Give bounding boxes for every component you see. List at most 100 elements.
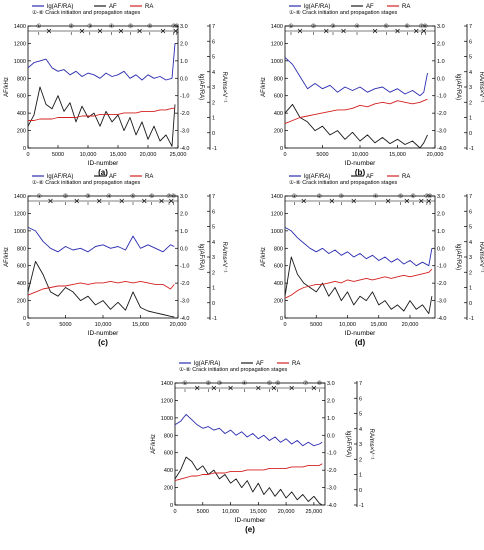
y-right-tick-label: 3 <box>469 85 472 91</box>
y-left-axis-title: AF/kHz <box>151 434 157 454</box>
stage-marker: ② <box>311 23 316 30</box>
x-tick-label: 20,000 <box>170 322 187 328</box>
stage-boundary-mark <box>351 198 356 204</box>
stage-marker: ⑦ <box>419 23 424 30</box>
stage-boundary-mark <box>329 198 335 204</box>
x-tick-label: 5000 <box>52 152 64 158</box>
legend-entry: AF <box>109 174 117 180</box>
y-left-tick-label: 200 <box>17 299 26 305</box>
x-tick-label: 20,000 <box>140 152 157 158</box>
panel-e: 0 5000 10,000 15,000 20,000 25,000 ID-number 0 2… <box>151 361 374 534</box>
stage-marker: ⑧ <box>317 380 322 387</box>
legend-entry: RA <box>145 4 153 10</box>
x-axis-title: ID-number <box>235 517 267 524</box>
y-right-tick-label: 4 <box>469 70 472 76</box>
y-right-tick-label: 4 <box>212 240 215 246</box>
x-axis-title: ID-number <box>88 330 120 337</box>
y-left-tick-label: 1200 <box>161 398 173 404</box>
y-mid-tick-label: 1.0 <box>437 229 445 235</box>
y-left-tick-label: 1400 <box>271 194 283 200</box>
y-mid-tick-label: 3.0 <box>327 381 335 387</box>
x-tick-label: 0 <box>283 322 286 328</box>
x-tick-label: 10,000 <box>339 322 356 328</box>
y-right-tick-label: 3 <box>359 442 362 448</box>
y-right-axis-title: RA/ms×V⁻¹ <box>478 72 484 103</box>
y-mid-tick-label: 2.0 <box>437 211 445 217</box>
y-right-tick-label: 5 <box>212 55 215 61</box>
stage-marker: ⑧ <box>174 23 179 30</box>
series-line-ra <box>284 98 428 125</box>
stage-marker: ② <box>206 380 211 387</box>
y-mid-tick-label: 2.0 <box>180 41 188 47</box>
stage-boundary-mark <box>195 385 200 391</box>
stage-boundary-mark <box>385 198 391 204</box>
stage-boundary-mark <box>421 28 426 34</box>
stage-marker: ⑦ <box>303 380 308 387</box>
stage-legend: ①-⑧ Crack initiation and propagation sta… <box>289 9 398 16</box>
y-mid-tick-label: 0.0 <box>327 433 335 439</box>
y-right-axis-title: RA/ms×V⁻¹ <box>221 242 227 273</box>
y-right-tick-label: -1 <box>469 316 474 322</box>
y-mid-tick-label: -3.0 <box>327 486 336 492</box>
panel-label: (c) <box>98 338 108 347</box>
stage-marker: ⑥ <box>147 23 152 30</box>
y-left-tick-label: 1000 <box>14 229 26 235</box>
x-tick-label: 15,000 <box>370 322 387 328</box>
y-left-tick-label: 800 <box>274 246 283 252</box>
y-left-tick-label: 0 <box>23 146 26 152</box>
y-mid-axis-title: lg(AF/RA) <box>455 74 461 100</box>
x-tick-label: 10,000 <box>80 152 97 158</box>
stage-boundary-mark <box>271 385 277 391</box>
y-left-tick-label: 1200 <box>271 41 283 47</box>
y-right-tick-label: 1 <box>359 473 362 479</box>
stage-boundary-mark <box>404 198 410 204</box>
y-left-tick-label: 800 <box>17 246 26 252</box>
stage-boundary-mark <box>372 28 378 34</box>
y-mid-axis-title: lg(AF/RA) <box>455 244 461 270</box>
y-left-tick-label: 800 <box>17 76 26 82</box>
x-tick-label: 5000 <box>310 322 322 328</box>
y-right-axis-title: RA/ms×V⁻¹ <box>221 72 227 103</box>
y-left-tick-label: 600 <box>17 264 26 270</box>
y-right-tick-label: 0 <box>469 131 472 137</box>
stage-marker: ④ <box>109 23 114 30</box>
y-mid-tick-label: -4.0 <box>437 316 446 322</box>
stage-marker: ① <box>36 23 41 30</box>
y-right-tick-label: 5 <box>469 225 472 231</box>
y-mid-tick-label: -3.0 <box>437 129 446 135</box>
series-line-af <box>27 86 176 147</box>
x-tick-label: 25,000 <box>170 152 187 158</box>
stage-boundary-mark <box>159 198 164 204</box>
stage-marker: ① <box>37 193 42 200</box>
y-mid-axis-title: lg(AF/RA) <box>345 431 351 457</box>
y-mid-tick-label: 1.0 <box>327 416 335 422</box>
y-right-tick-label: 1 <box>469 116 472 122</box>
stage-boundary-mark <box>419 198 424 204</box>
series-line-ra <box>174 463 323 482</box>
y-right-tick-label: -1 <box>212 146 217 152</box>
y-right-tick-label: 6 <box>359 396 362 402</box>
x-tick-label: 15,000 <box>132 322 149 328</box>
y-mid-tick-label: -1.0 <box>180 264 189 270</box>
stage-boundary-mark <box>297 28 303 34</box>
stage-legend: ①-⑧ Crack initiation and propagation sta… <box>32 179 141 186</box>
y-right-tick-label: 7 <box>212 24 215 30</box>
stage-marker: ⑦ <box>424 193 429 200</box>
y-mid-tick-label: 3.0 <box>437 24 445 30</box>
y-left-tick-label: 400 <box>274 111 283 117</box>
y-mid-tick-label: -2.0 <box>180 281 189 287</box>
stage-marker: ⑥ <box>410 193 415 200</box>
x-tick-label: 10,000 <box>352 152 369 158</box>
y-right-tick-label: 1 <box>212 116 215 122</box>
y-right-tick-label: 0 <box>212 301 215 307</box>
y-left-tick-label: 1200 <box>14 41 26 47</box>
x-tick-label: 20,000 <box>402 322 419 328</box>
stage-marker: ⑥ <box>405 23 410 30</box>
x-tick-label: 0 <box>283 152 286 158</box>
y-right-tick-label: 2 <box>469 270 472 276</box>
y-right-tick-label: 6 <box>469 39 472 45</box>
panel-b: 0 5000 10,000 15,000 20,000 ID-number 0 200 400 6… <box>261 4 484 177</box>
y-mid-tick-label: 1.0 <box>180 59 188 65</box>
y-mid-tick-label: -2.0 <box>437 281 446 287</box>
